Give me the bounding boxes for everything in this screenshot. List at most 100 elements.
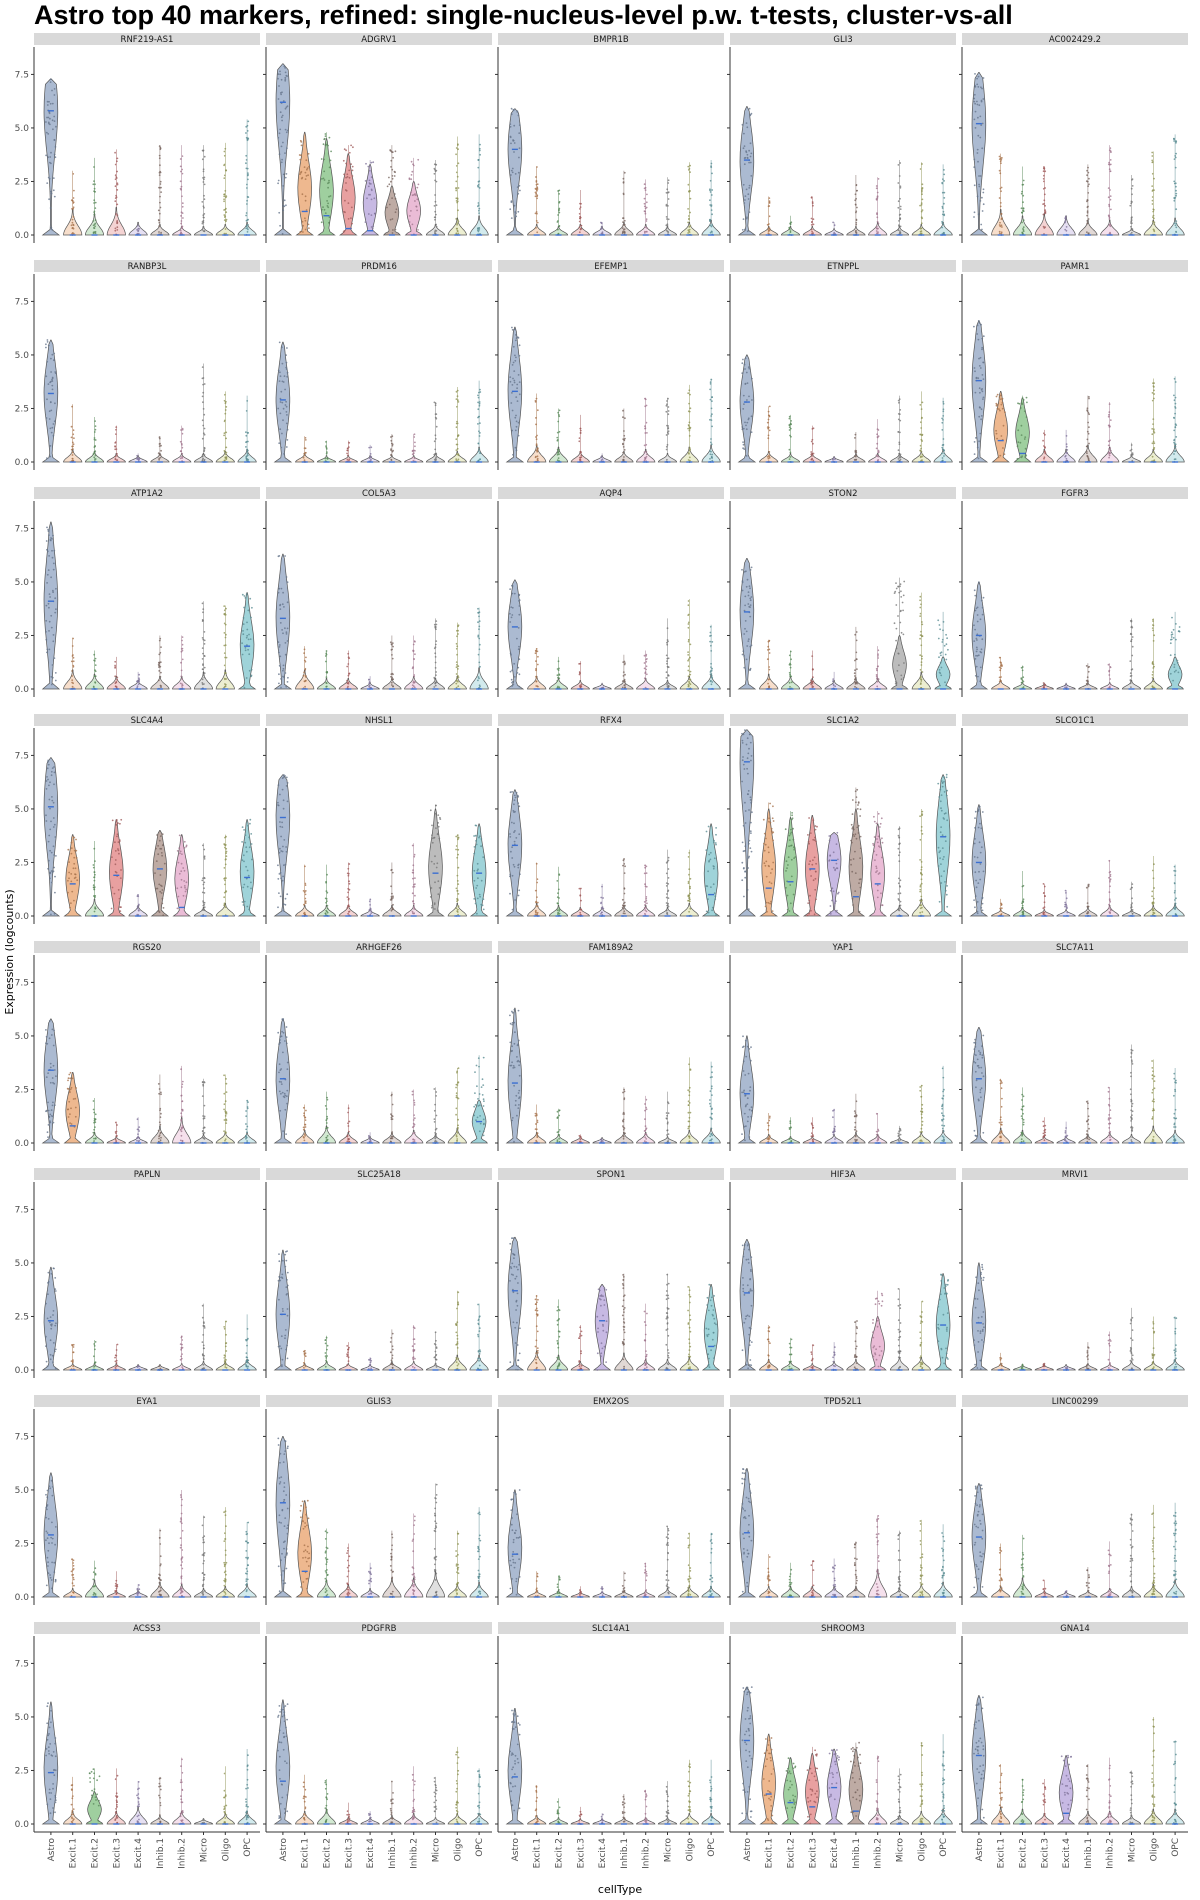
data-point [279, 401, 282, 403]
data-point [286, 129, 289, 132]
data-point [285, 368, 288, 370]
data-point [278, 682, 280, 685]
data-point [746, 645, 749, 647]
data-point [283, 606, 285, 608]
data-point [1065, 686, 1068, 689]
data-point [392, 156, 394, 159]
data-point [116, 229, 119, 231]
data-point [72, 660, 75, 663]
data-point [369, 459, 372, 462]
data-point [515, 334, 517, 336]
data-point [745, 658, 748, 661]
data-point [788, 417, 791, 420]
data-point [940, 666, 943, 669]
data-point [303, 671, 305, 674]
data-point [768, 202, 771, 204]
data-point [116, 183, 119, 186]
data-point [156, 887, 159, 890]
data-point [324, 212, 327, 215]
data-point [557, 420, 560, 423]
data-point [748, 184, 751, 187]
data-point [900, 678, 903, 681]
data-point [286, 640, 289, 642]
data-point [899, 230, 901, 233]
data-point [938, 656, 940, 659]
data-point [388, 176, 390, 179]
data-point [411, 684, 414, 687]
data-point [416, 186, 419, 189]
data-point [977, 338, 980, 341]
facet-panel: FGFR3 [959, 487, 1188, 697]
data-point [323, 170, 326, 173]
data-point [245, 459, 248, 462]
data-point [810, 679, 812, 682]
data-point [766, 223, 769, 226]
data-point [854, 659, 856, 662]
data-point [304, 902, 307, 905]
data-point [201, 455, 204, 458]
data-point [1109, 232, 1112, 235]
data-point [898, 455, 901, 457]
data-point [742, 443, 745, 446]
data-point [514, 830, 516, 832]
data-point [72, 216, 75, 218]
data-point [50, 881, 53, 884]
data-point [46, 104, 49, 106]
data-point [285, 446, 288, 448]
data-point [284, 79, 287, 82]
data-point [299, 173, 301, 176]
data-point [1129, 679, 1132, 681]
data-point [515, 396, 518, 398]
data-point [898, 664, 900, 667]
data-point [509, 135, 512, 138]
data-point [789, 686, 791, 688]
data-point [513, 865, 516, 868]
data-point [245, 132, 247, 134]
data-point [277, 136, 280, 139]
data-point [711, 459, 714, 462]
data-point [997, 456, 1000, 459]
data-point [348, 169, 351, 172]
data-point [1153, 230, 1156, 233]
data-point [117, 849, 120, 852]
data-point [300, 171, 302, 174]
violin [41, 521, 61, 690]
data-point [514, 796, 517, 799]
data-point [973, 624, 975, 627]
data-point [709, 388, 711, 391]
data-point [51, 102, 54, 105]
data-point [509, 670, 512, 673]
data-point [45, 540, 48, 542]
data-point [981, 346, 984, 349]
data-point [982, 335, 985, 338]
data-point [114, 458, 117, 461]
data-point [976, 606, 979, 609]
data-point [391, 907, 394, 909]
data-point [368, 182, 371, 184]
y-tick-label: 0.0 [15, 231, 30, 241]
data-point [53, 783, 55, 786]
data-point [71, 221, 74, 224]
data-point [52, 845, 55, 848]
data-point [536, 901, 539, 904]
data-point [49, 871, 52, 874]
facet-strip-label: ATP1A2 [131, 489, 163, 499]
data-point [977, 675, 979, 678]
data-point [51, 353, 54, 356]
data-point [346, 458, 349, 461]
data-point [137, 458, 140, 461]
data-point [157, 209, 160, 212]
data-point [741, 229, 744, 231]
data-point [534, 401, 537, 403]
data-point [600, 228, 603, 230]
data-point [161, 897, 164, 900]
data-point [455, 458, 458, 460]
data-point [511, 429, 514, 432]
data-point [282, 776, 285, 778]
data-point [745, 188, 748, 191]
data-point [286, 347, 288, 349]
data-point [666, 643, 669, 646]
data-point [979, 200, 982, 202]
data-point [747, 638, 750, 640]
data-point [919, 204, 921, 207]
